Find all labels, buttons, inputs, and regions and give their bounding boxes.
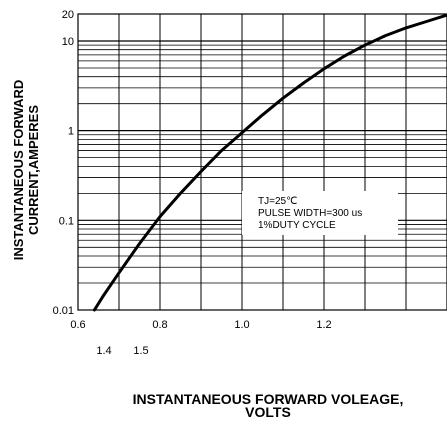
legend: TJ=25℃ PULSE WIDTH=300 us 1%DUTY CYCLE bbox=[242, 191, 398, 235]
series-line bbox=[92, 13, 447, 312]
legend-line-duty-cycle: 1%DUTY CYCLE bbox=[258, 220, 336, 231]
x-tick-label: 1.0 bbox=[234, 319, 249, 331]
x-tick-label-second-row: 1.5 bbox=[133, 345, 148, 357]
legend-background bbox=[242, 191, 398, 235]
plot-frame bbox=[77, 13, 447, 311]
x-tick-label: 0.6 bbox=[70, 319, 85, 331]
legend-line-pulse-width: PULSE WIDTH=300 us bbox=[258, 208, 362, 219]
y-tick-label: 10 bbox=[62, 36, 74, 48]
x-tick-label: 0.8 bbox=[152, 319, 167, 331]
y-tick-labels: 20 10 1 0.1 0.01 bbox=[53, 9, 74, 317]
x-tick-label: 1.2 bbox=[316, 319, 331, 331]
legend-line-tj: TJ=25℃ bbox=[258, 196, 297, 207]
y-tick-label: 0.01 bbox=[53, 305, 74, 317]
x-axis-title-line2: VOLTS bbox=[245, 404, 291, 420]
x-tick-label-second-row: 1.4 bbox=[96, 345, 111, 357]
grid bbox=[78, 14, 447, 310]
y-axis-title: INSTANTANEOUS FORWARD bbox=[11, 80, 26, 261]
y-axis-title-line2: CURRENT,AMPERES bbox=[26, 105, 41, 235]
x-axis-title: INSTANTANEOUS FORWARD VOLEAGE, bbox=[133, 391, 404, 407]
y-tick-label: 1 bbox=[68, 126, 74, 138]
x-tick-labels: 0.6 0.8 1.0 1.2 1.4 1.5 bbox=[70, 319, 331, 357]
y-tick-label: 20 bbox=[62, 9, 74, 21]
y-tick-label: 0.1 bbox=[59, 215, 74, 227]
